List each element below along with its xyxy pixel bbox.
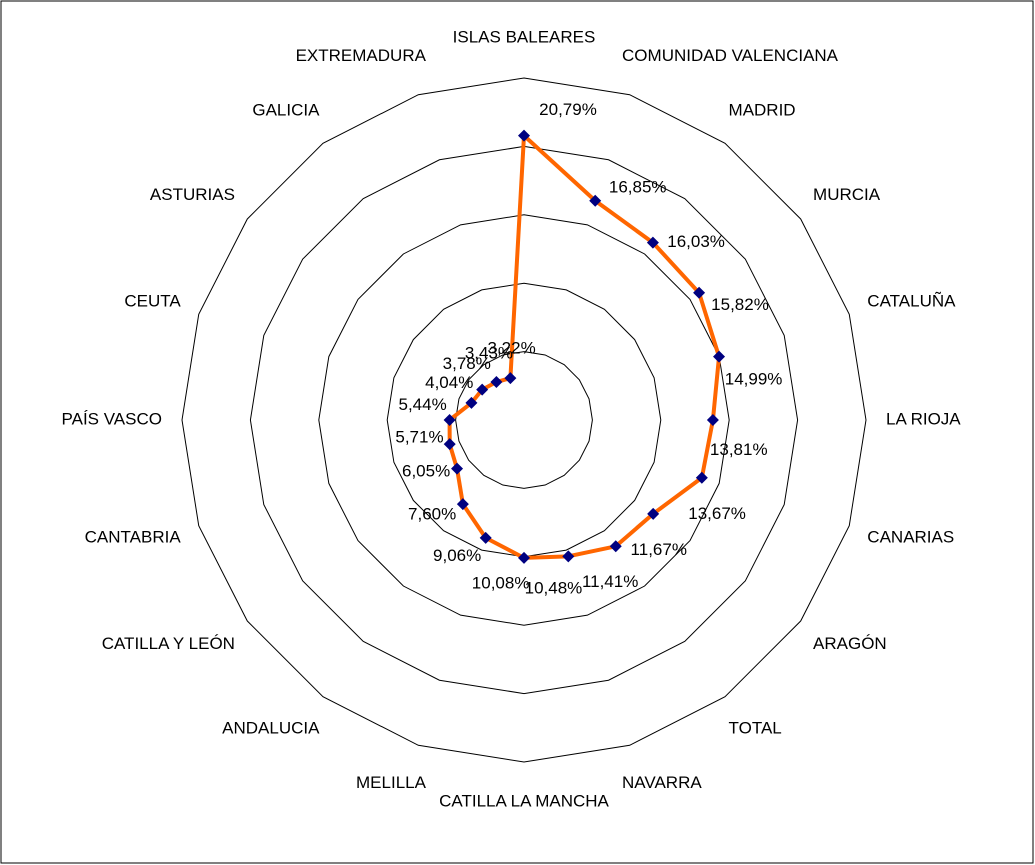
marker (476, 383, 489, 396)
value-label: 3,22% (488, 339, 536, 358)
marker (443, 438, 456, 451)
grid-ring (318, 214, 730, 626)
marker (589, 194, 602, 207)
marker (479, 531, 492, 544)
value-label: 20,79% (539, 100, 597, 119)
value-label: 16,03% (667, 232, 725, 251)
grid-ring (181, 77, 867, 763)
category-label: GALICIA (252, 100, 320, 119)
marker (609, 540, 622, 553)
category-label: CATALUÑA (867, 291, 956, 310)
category-label: CANARIAS (867, 528, 954, 547)
value-label: 15,82% (711, 295, 769, 314)
value-label: 10,08% (472, 574, 530, 593)
marker (646, 236, 659, 249)
category-label: CEUTA (124, 291, 181, 310)
category-label: MURCIA (813, 185, 881, 204)
value-label: 16,85% (609, 177, 667, 196)
marker (451, 462, 464, 475)
value-label: 13,67% (688, 504, 746, 523)
category-label: ASTURIAS (150, 185, 235, 204)
marker (647, 507, 660, 520)
marker (465, 396, 478, 409)
category-label: ISLAS BALEARES (453, 27, 596, 46)
category-label: PAÍS VASCO (62, 409, 162, 428)
category-label: CATILLA Y LEÓN (102, 634, 235, 653)
value-label: 14,99% (725, 369, 783, 388)
marker (713, 350, 726, 363)
category-label: LA RIOJA (886, 409, 961, 428)
value-label: 4,04% (425, 373, 473, 392)
category-label: NAVARRA (622, 773, 702, 792)
value-label: 7,60% (408, 504, 456, 523)
category-label: COMUNIDAD VALENCIANA (622, 46, 839, 65)
category-label: CANTABRIA (85, 528, 182, 547)
value-label: 11,41% (582, 572, 638, 591)
marker (693, 286, 706, 299)
category-label: ANDALUCIA (222, 719, 320, 738)
value-label: 6,05% (402, 461, 450, 480)
category-label: MELILLA (356, 773, 427, 792)
marker (456, 498, 469, 511)
value-label: 11,67% (631, 540, 687, 559)
marker (518, 551, 530, 564)
marker (504, 372, 517, 385)
value-label: 9,06% (433, 546, 481, 565)
category-label: ARAGÓN (813, 634, 887, 653)
value-label: 13,81% (710, 440, 768, 459)
marker (443, 414, 456, 426)
grid-ring (455, 351, 593, 489)
grid-ring (249, 145, 799, 695)
marker (518, 129, 530, 142)
category-label: TOTAL (729, 719, 782, 738)
value-label: 3,78% (443, 354, 491, 373)
value-label: 10,48% (525, 578, 583, 597)
value-label: 5,44% (399, 395, 447, 414)
value-label: 3,43% (465, 343, 513, 362)
category-label: EXTREMADURA (296, 46, 427, 65)
category-label: MADRID (729, 100, 796, 119)
marker (490, 376, 503, 389)
value-label: 5,71% (395, 428, 443, 447)
marker (695, 471, 708, 484)
category-label: CATILLA LA MANCHA (439, 791, 609, 810)
marker (562, 550, 575, 563)
marker (706, 414, 719, 426)
